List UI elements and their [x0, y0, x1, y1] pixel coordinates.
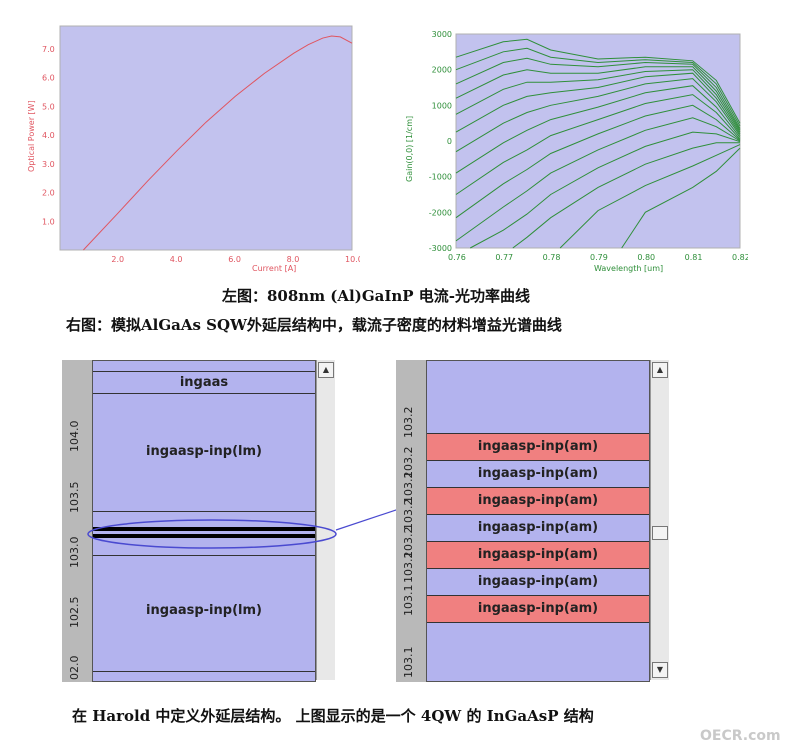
gain-curve	[455, 57, 741, 129]
zoom-ellipse	[87, 519, 337, 549]
scroll-down-icon[interactable]: ▼	[652, 662, 668, 678]
depth-ruler: 103.2 103.2 103.2 103.2 103.2 103.2 103.1 103.1	[396, 360, 427, 682]
plot-area	[59, 25, 353, 251]
layer-thin[interactable]	[93, 511, 315, 526]
layer-ingaasp-inp-am[interactable]: ingaasp-inp(am)	[427, 568, 649, 595]
layer-stack[interactable]: ingaas ingaasp-inp(lm) ingaasp-inp(lm)	[92, 360, 316, 682]
gain-curve	[621, 147, 741, 249]
scrollbar[interactable]: ▲ ▼	[650, 360, 669, 680]
y-tick-label: 5.0	[42, 102, 55, 111]
ruler-label: 103.1	[402, 646, 415, 679]
layer-ingaasp-inp-am[interactable]: ingaasp-inp(am)	[427, 487, 649, 514]
x-tick-label: 0.82	[732, 253, 748, 262]
layer-stack-zoomed[interactable]: ingaasp-inp(am) ingaasp-inp(am) ingaasp-in…	[426, 360, 650, 682]
gain-curve	[455, 78, 741, 153]
left-structure-view: 104.0 103.5 103.0 102.5 02.0 ingaas inga…	[62, 360, 342, 682]
x-tick-label: 0.77	[495, 253, 513, 262]
x-tick-label: 0.76	[448, 253, 466, 262]
layer-ingaasp-inp-am[interactable]: ingaasp-inp(am)	[427, 595, 649, 623]
gain-curve	[455, 69, 741, 133]
power-curve	[82, 35, 353, 251]
quantum-well-bar[interactable]	[93, 527, 315, 531]
gain-curve	[455, 85, 741, 174]
gain-curve	[469, 131, 741, 249]
y-tick-label: 3000	[432, 30, 452, 39]
y-tick-label: -1000	[429, 173, 452, 182]
gain-curve	[455, 47, 741, 127]
gain-curve	[455, 117, 741, 242]
y-tick-label: 2.0	[42, 189, 55, 198]
y-tick-label: 7.0	[42, 45, 55, 54]
gain-curve	[455, 72, 741, 135]
layer-ingaasp-inp-am[interactable]: ingaasp-inp(am)	[427, 433, 649, 460]
scroll-up-icon[interactable]: ▲	[318, 362, 334, 378]
y-tick-label: 6.0	[42, 74, 55, 83]
x-tick-label: 0.80	[637, 253, 655, 262]
scroll-thumb[interactable]	[652, 526, 668, 540]
x-tick-label: 6.0	[228, 255, 241, 264]
y-tick-label: 0	[447, 137, 452, 146]
y-tick-label: 1000	[432, 101, 452, 110]
layer-ingaas[interactable]: ingaas	[93, 371, 315, 394]
layer-substrate[interactable]	[93, 671, 315, 682]
layer-ingaasp-inp-am[interactable]: ingaasp-inp(am)	[427, 460, 649, 487]
y-tick-label: 2000	[432, 66, 452, 75]
caption-top-line1: 左图：808nm (Al)GaInP 电流-光功率曲线	[222, 287, 531, 305]
gain-curve	[455, 38, 741, 124]
x-axis-label: Current [A]	[252, 264, 296, 273]
scroll-up-icon[interactable]: ▲	[652, 362, 668, 378]
gain-curve	[512, 142, 740, 249]
layer-ingaasp-upper[interactable]: ingaasp-inp(lm)	[93, 393, 315, 512]
y-tick-label: -3000	[429, 244, 452, 253]
ruler-label: 103.2	[402, 406, 415, 439]
y-tick-label: 4.0	[42, 131, 55, 140]
scrollbar[interactable]: ▲	[316, 360, 335, 680]
gain-curve	[455, 94, 741, 195]
ruler-label: 103.2	[402, 498, 415, 531]
layer-ingaasp-lower[interactable]: ingaasp-inp(lm)	[93, 555, 315, 672]
right-structure-view: 103.2 103.2 103.2 103.2 103.2 103.2 103.1 103.1…	[396, 360, 676, 682]
y-axis-label: Gain(0,0) [1/cm]	[405, 116, 414, 182]
x-tick-label: 0.81	[685, 253, 703, 262]
x-tick-label: 0.79	[590, 253, 608, 262]
caption-top-line2: 右图：模拟AlGaAs SQW外延层结构中，载流子密度的材料增益光谱曲线	[66, 316, 562, 334]
ruler-label: 103.2	[402, 551, 415, 584]
ruler-label: 103.1	[402, 584, 415, 617]
y-tick-label: 3.0	[42, 160, 55, 169]
x-axis-label: Wavelength [um]	[594, 264, 663, 273]
optical-power-chart: 2.0 4.0 6.0 8.0 10.0 1.0 2.0 3.0 4.0 5.0 6.0 7.0 Cu…	[27, 25, 360, 273]
x-tick-label: 4.0	[170, 255, 183, 264]
layer-ingaasp-inp-am[interactable]: ingaasp-inp(am)	[427, 514, 649, 541]
watermark: OECR.com	[700, 728, 781, 744]
gain-curve	[455, 66, 741, 131]
x-tick-label: 10.0	[345, 255, 360, 264]
y-tick-label: 1.0	[42, 217, 55, 226]
gain-spectrum-chart: 0.76 0.77 0.78 0.79 0.80 0.81 0.82 3000 2000 1000…	[405, 30, 748, 273]
layer-ingaasp-inp-am[interactable]: ingaasp-inp(am)	[427, 541, 649, 568]
y-axis-label: Optical Power [W]	[27, 100, 36, 172]
quantum-well-bar[interactable]	[93, 534, 315, 538]
layer-handle[interactable]	[427, 423, 649, 431]
gain-curve	[455, 104, 741, 219]
gain-curve	[559, 144, 741, 249]
x-tick-label: 0.78	[543, 253, 561, 262]
x-tick-label: 2.0	[111, 255, 124, 264]
x-tick-label: 8.0	[287, 255, 300, 264]
y-tick-label: -2000	[429, 208, 452, 217]
caption-bottom: 在 Harold 中定义外延层结构。 上图显示的是一个 4QW 的 InGaAs…	[72, 707, 594, 725]
